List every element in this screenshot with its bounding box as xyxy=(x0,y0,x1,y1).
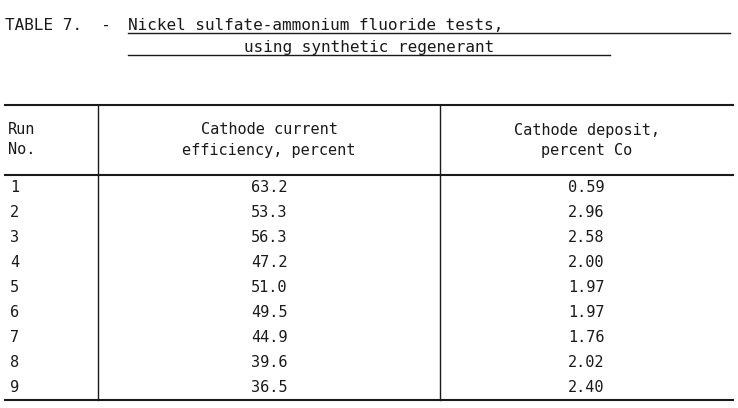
Text: 5: 5 xyxy=(10,280,19,295)
Text: using synthetic regenerant: using synthetic regenerant xyxy=(244,40,494,55)
Text: 39.6: 39.6 xyxy=(251,355,287,370)
Text: 2.02: 2.02 xyxy=(568,355,604,370)
Text: 1.97: 1.97 xyxy=(568,305,604,320)
Text: 56.3: 56.3 xyxy=(251,230,287,245)
Text: 1.76: 1.76 xyxy=(568,330,604,345)
Text: 2.96: 2.96 xyxy=(568,205,604,220)
Text: 9: 9 xyxy=(10,380,19,395)
Text: 7: 7 xyxy=(10,330,19,345)
Text: 4: 4 xyxy=(10,255,19,270)
Text: 2.00: 2.00 xyxy=(568,255,604,270)
Text: 51.0: 51.0 xyxy=(251,280,287,295)
Text: 1.97: 1.97 xyxy=(568,280,604,295)
Text: 1: 1 xyxy=(10,180,19,195)
Text: 0.59: 0.59 xyxy=(568,180,604,195)
Text: percent Co: percent Co xyxy=(541,142,632,157)
Text: Cathode current: Cathode current xyxy=(201,122,337,137)
Text: Nickel sulfate-ammonium fluoride tests,: Nickel sulfate-ammonium fluoride tests, xyxy=(128,18,503,33)
Text: 36.5: 36.5 xyxy=(251,380,287,395)
Text: 2: 2 xyxy=(10,205,19,220)
Text: 3: 3 xyxy=(10,230,19,245)
Text: 47.2: 47.2 xyxy=(251,255,287,270)
Text: 2.40: 2.40 xyxy=(568,380,604,395)
Text: 49.5: 49.5 xyxy=(251,305,287,320)
Text: 2.58: 2.58 xyxy=(568,230,604,245)
Text: 6: 6 xyxy=(10,305,19,320)
Text: 53.3: 53.3 xyxy=(251,205,287,220)
Text: No.: No. xyxy=(8,142,35,157)
Text: TABLE 7.  -: TABLE 7. - xyxy=(5,18,120,33)
Text: Cathode deposit,: Cathode deposit, xyxy=(514,122,660,137)
Text: 63.2: 63.2 xyxy=(251,180,287,195)
Text: 8: 8 xyxy=(10,355,19,370)
Text: 44.9: 44.9 xyxy=(251,330,287,345)
Text: Run: Run xyxy=(8,122,35,137)
Text: efficiency, percent: efficiency, percent xyxy=(182,142,356,157)
